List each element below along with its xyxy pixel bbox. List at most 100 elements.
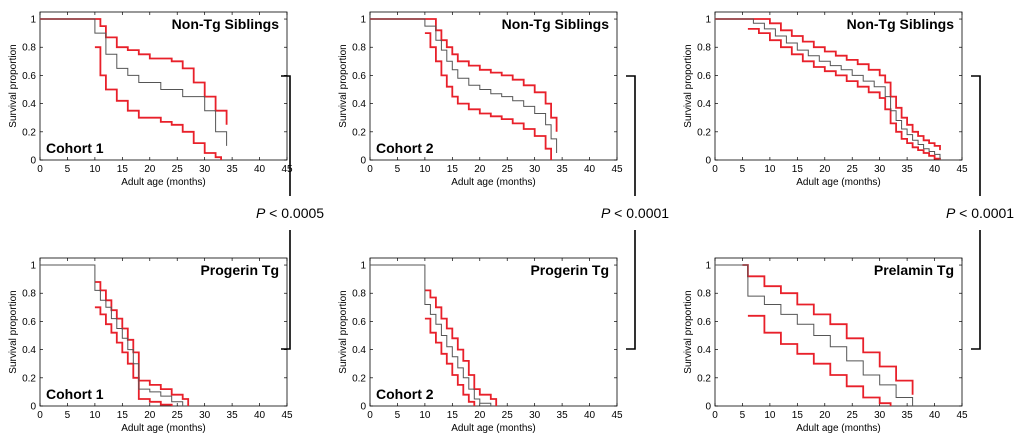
y-tick-label: 0 — [360, 402, 366, 413]
x-tick-label: 45 — [611, 410, 623, 421]
x-tick-label: 30 — [529, 410, 541, 421]
bracket-top — [971, 75, 981, 196]
y-tick-label: 0.6 — [352, 71, 366, 82]
x-tick-label: 10 — [89, 164, 101, 175]
cohort-label: Cohort 1 — [46, 140, 104, 156]
series-estimate — [715, 264, 914, 406]
y-tick-label: 0.8 — [352, 289, 366, 300]
panel-title: Progerin Tg — [200, 262, 279, 278]
x-tick-label: 15 — [792, 164, 804, 175]
series-estimate — [370, 264, 492, 406]
series-lower-ci — [424, 317, 476, 406]
bracket-top — [626, 75, 636, 196]
y-tick-label: 0.6 — [22, 71, 36, 82]
x-tick-label: 20 — [474, 164, 486, 175]
x-tick-label: 20 — [819, 410, 831, 421]
x-tick-label: 45 — [281, 164, 293, 175]
y-axis-label: Survival proportion — [8, 44, 19, 127]
x-tick-label: 15 — [447, 164, 459, 175]
series-estimate — [370, 18, 558, 153]
y-tick-label: 1 — [705, 15, 711, 26]
series-upper-ci — [715, 18, 941, 151]
panel-title: Non-Tg Siblings — [172, 16, 280, 32]
y-tick-label: 0 — [705, 402, 711, 413]
series-lower-ci — [747, 28, 941, 160]
x-axis-label: Adult age (months) — [796, 177, 881, 188]
x-tick-label: 35 — [557, 410, 569, 421]
y-tick-label: 1 — [360, 15, 366, 26]
x-tick-label: 25 — [502, 410, 514, 421]
series-lower-ci — [424, 32, 552, 160]
x-tick-label: 5 — [740, 164, 746, 175]
y-tick-label: 0.8 — [22, 289, 36, 300]
y-tick-label: 0.2 — [697, 127, 711, 138]
x-tick-label: 40 — [584, 164, 596, 175]
x-tick-label: 25 — [502, 164, 514, 175]
x-tick-label: 5 — [395, 164, 401, 175]
plot-frame — [369, 257, 618, 407]
y-tick-label: 0.2 — [22, 127, 36, 138]
chart-panel-1: 0 5 10 15 20 25 30 35 40 45 0 0.2 0.4 0.6 0.8 1 Adult ag… — [8, 11, 293, 188]
x-tick-label: 25 — [172, 164, 184, 175]
x-tick-label: 10 — [419, 164, 431, 175]
y-tick-label: 0.2 — [22, 373, 36, 384]
x-tick-label: 40 — [929, 164, 941, 175]
panel-title: Non-Tg Siblings — [502, 16, 610, 32]
x-tick-label: 20 — [144, 164, 156, 175]
cohort-label: Cohort 2 — [376, 386, 434, 402]
x-tick-label: 25 — [847, 164, 859, 175]
y-tick-label: 0.4 — [697, 99, 711, 110]
y-tick-label: 1 — [30, 261, 36, 272]
x-tick-label: 0 — [37, 164, 43, 175]
y-tick-label: 1 — [30, 15, 36, 26]
y-tick-label: 0.8 — [22, 43, 36, 54]
p-value-label: P < 0.0001 — [946, 205, 1014, 221]
x-tick-label: 0 — [367, 410, 373, 421]
plot-frame — [39, 11, 288, 161]
x-tick-label: 20 — [819, 164, 831, 175]
x-axis-label: Adult age (months) — [451, 177, 536, 188]
x-tick-label: 10 — [89, 410, 101, 421]
x-axis-label: Adult age (months) — [796, 423, 881, 434]
y-tick-label: 0.2 — [697, 373, 711, 384]
y-tick-label: 0.2 — [352, 127, 366, 138]
x-axis-label: Adult age (months) — [121, 177, 206, 188]
y-axis-label: Survival proportion — [8, 290, 19, 373]
x-tick-label: 30 — [874, 410, 886, 421]
series-lower-ci — [94, 306, 173, 406]
x-tick-label: 30 — [199, 164, 211, 175]
series-upper-ci — [94, 281, 190, 406]
y-axis-label: Survival proportion — [338, 290, 349, 373]
bracket-bottom — [626, 230, 636, 350]
y-tick-label: 0.4 — [22, 99, 36, 110]
series-upper-ci — [742, 264, 914, 395]
panel-title: Non-Tg Siblings — [847, 16, 955, 32]
y-tick-label: 0.6 — [697, 71, 711, 82]
p-value-label: P < 0.0005 — [256, 205, 324, 221]
x-axis-label: Adult age (months) — [121, 423, 206, 434]
plot-frame — [714, 257, 963, 407]
y-tick-label: 0 — [705, 156, 711, 167]
x-tick-label: 40 — [584, 410, 596, 421]
y-tick-label: 0.6 — [352, 317, 366, 328]
y-tick-label: 0.4 — [352, 345, 366, 356]
series-estimate — [40, 18, 228, 146]
x-tick-label: 0 — [37, 410, 43, 421]
comparison-2: P < 0.0001 — [601, 75, 669, 350]
x-tick-label: 5 — [740, 410, 746, 421]
bracket-bottom — [281, 230, 291, 350]
panel-title: Progerin Tg — [530, 262, 609, 278]
x-tick-label: 10 — [419, 410, 431, 421]
x-tick-label: 15 — [447, 410, 459, 421]
y-tick-label: 0.2 — [352, 373, 366, 384]
chart-panel-6: 0 5 10 15 20 25 30 35 40 45 0 0.2 0.4 0.6 0.8 1 Adult ag… — [683, 257, 968, 434]
x-tick-label: 10 — [764, 410, 776, 421]
panel-title: Prelamin Tg — [874, 262, 954, 278]
x-tick-label: 35 — [557, 164, 569, 175]
y-tick-label: 0.4 — [352, 99, 366, 110]
y-tick-label: 0 — [360, 156, 366, 167]
x-tick-label: 35 — [902, 164, 914, 175]
chart-panel-5: 0 5 10 15 20 25 30 35 40 45 0 0.2 0.4 0.6 0.8 1 Adult ag… — [683, 11, 968, 188]
x-tick-label: 40 — [929, 410, 941, 421]
chart-panel-2: 0 5 10 15 20 25 30 35 40 45 0 0.2 0.4 0.6 0.8 1 Adult ag… — [8, 257, 293, 434]
